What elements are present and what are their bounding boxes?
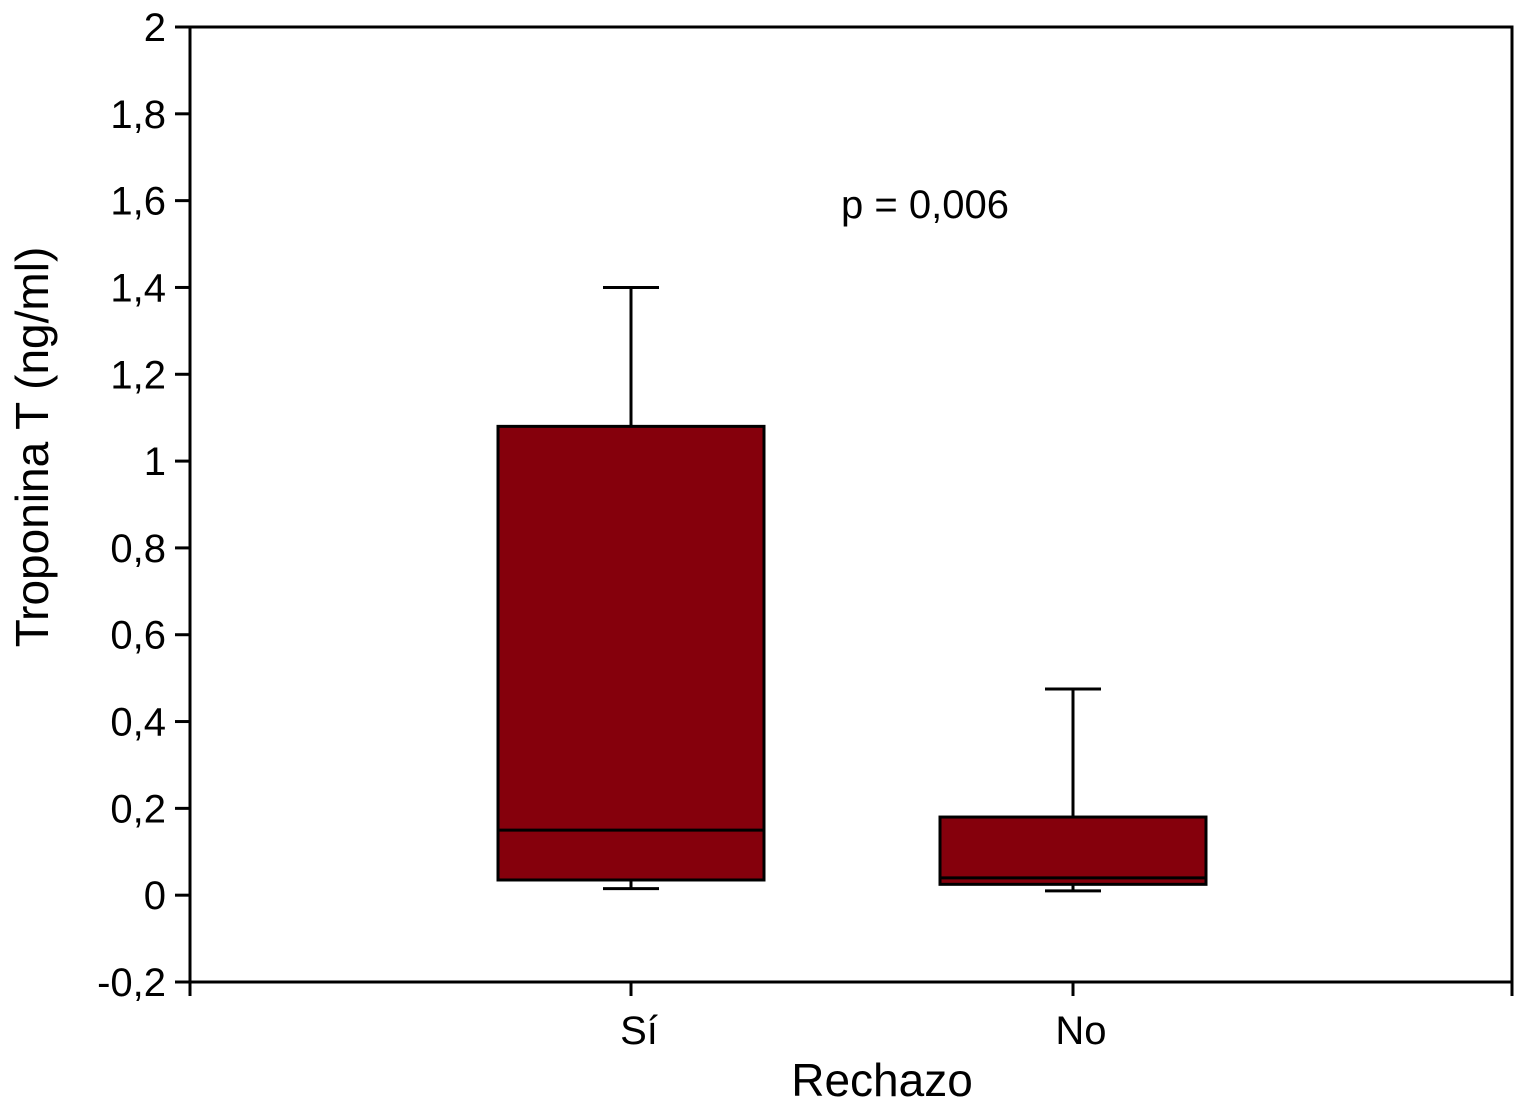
p-value-annotation: p = 0,006 xyxy=(841,183,1009,227)
boxes-layer xyxy=(496,285,1208,893)
x-axis-title: Rechazo xyxy=(791,1054,973,1106)
x-tick-label: No xyxy=(1055,1009,1106,1053)
y-tick-label: 1,8 xyxy=(110,93,166,137)
y-axis-title: Troponina T (ng/ml) xyxy=(6,247,58,648)
y-tick-label: 0 xyxy=(144,874,166,918)
x-tick-label: Sí xyxy=(620,1009,658,1053)
y-tick-label: 0,2 xyxy=(110,787,166,831)
y-tick-label: 0,8 xyxy=(110,527,166,571)
y-tick-label: 1,4 xyxy=(110,266,166,310)
y-tick-label: 0,4 xyxy=(110,701,166,745)
y-tick-label: 2 xyxy=(144,6,166,50)
box-body xyxy=(938,815,1208,886)
y-tick-label: 1 xyxy=(144,440,166,484)
x-axis: Sí No xyxy=(188,982,1514,1053)
box-no xyxy=(938,687,1208,893)
box-si xyxy=(496,285,766,891)
y-tick-label: 1,6 xyxy=(110,180,166,224)
plot-frame xyxy=(188,25,1514,984)
y-tick-label: -0,2 xyxy=(97,961,166,1005)
y-tick-label: 0,6 xyxy=(110,614,166,658)
y-tick-label: 1,2 xyxy=(110,353,166,397)
box-body xyxy=(496,424,766,882)
y-axis: -0,2 0 0,2 0,4 0,6 0,8 1 1,2 1,4 1,6 1,8 2 xyxy=(97,6,190,1005)
